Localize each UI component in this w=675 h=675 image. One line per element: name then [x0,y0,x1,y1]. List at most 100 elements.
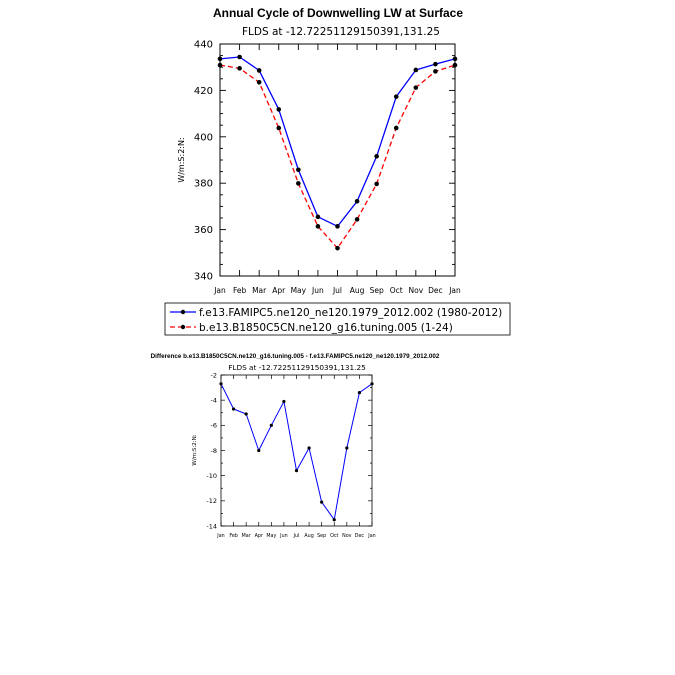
chart1-series-0-point [256,68,262,73]
chart1-series-0-point [237,54,242,60]
chart2-series-0-point [320,500,324,504]
chart1-plot-frame [219,43,456,277]
chart1-xtick-label: Jan [213,286,226,295]
chart2-series-0-point [269,423,273,427]
chart2-ytick-label: -6 [211,422,217,430]
chart2-xtick-label: Dec [355,533,365,539]
chart1-series-1-point [374,181,379,187]
annual-cycle-chart: Annual Cycle of Downwelling LW at Surfac… [177,6,463,295]
chart1-xtick-label: Aug [350,286,365,295]
chart2-xtick-label: Oct [330,533,338,539]
chart1-series-1-point [393,125,399,131]
chart2-series-0-point [257,448,261,453]
legend-label-fsim: f.e13.FAMIPC5.ne120_ne120.1979_2012.002 … [199,307,502,319]
chart2-series-0-point [357,391,362,395]
chart1-xtick-label: Jan [448,286,461,295]
chart1-xtick-label: Jun [311,286,324,295]
chart1-xtick-label: Mar [252,286,267,295]
legend-marker-bsim [180,324,186,330]
legend-marker-fsim [180,309,186,315]
chart2-series-0-point [282,399,286,404]
chart2-ytick-label: -4 [211,396,217,404]
chart2-xtick-label: Apr [255,533,263,539]
chart1-series-0-point [217,56,223,62]
chart1-series-1-point [256,79,262,85]
chart2-series [219,382,374,522]
chart2-series-0-point [231,407,236,411]
chart1-series-1-point [217,62,223,68]
chart1-series-1-line [219,64,456,249]
chart1-ytick-label: 360 [194,225,213,236]
chart1-series-1-point [433,69,438,74]
chart2-xtick-label: Jan [216,533,224,539]
chart2-series-0-point [294,469,299,473]
chart1-series-0-point [335,224,340,229]
chart1-subtitle: FLDS at -12.72251129150391,131.25 [242,26,440,38]
chart2-ytick-label: -2 [211,371,217,379]
chart2-xtick-label: Nov [342,533,352,539]
legend-frame [164,302,511,336]
chart1-y-axis-label: W/m:S:2:N: [177,137,186,182]
difference-chart: Difference b.e13.B1850C5CN.ne120_g16.tun… [151,353,440,539]
chart2-y-axis-label: W/m:S:2:N: [192,434,198,465]
chart2-plot-frame [220,374,373,527]
chart2-xtick-label: Jul [293,533,300,539]
chart2-series-0-point [345,446,349,450]
chart2-ticks: -14 -12 -10 -8 -6 -4 -2 Jan Feb Mar Apr May Jun Jul Au… [206,371,375,539]
chart1-series-1-point [237,66,242,71]
chart2-series-0-point [307,446,311,450]
chart1-xtick-label: Jul [332,286,342,295]
chart1-xtick-label: Apr [272,286,286,295]
chart1-series-0-point [276,107,282,112]
legend-label-bsim: b.e13.B1850C5CN.ne120_g16.tuning.005 (1-… [199,322,453,334]
chart2-title: Difference b.e13.B1850C5CN.ne120_g16.tun… [151,353,440,360]
chart1-series-0-point [452,56,458,62]
chart2-xtick-label: Jan [367,533,375,539]
chart1-xtick-label: Dec [428,286,443,295]
chart1-series-1-point [413,85,419,90]
chart2-ytick-label: -12 [206,497,217,505]
chart2-ytick-label: -14 [206,522,217,530]
chart1-xtick-label: Feb [233,286,247,295]
chart1-series-1-point [296,181,301,186]
chart1-series [217,54,458,251]
chart1-ytick-label: 440 [194,40,213,51]
chart1-series-0-point [374,153,379,159]
chart1-series-1-point [335,245,340,251]
chart1-xtick-label: Oct [390,286,403,295]
chart1-ytick-label: 380 [194,179,213,190]
chart1-xtick-label: Nov [409,286,424,295]
chart1-ytick-label: 400 [194,132,213,143]
chart2-xtick-label: Feb [229,533,238,539]
chart2-xtick-label: Jun [279,533,288,539]
chart2-ytick-label: -8 [211,447,217,455]
chart1-series-1-point [354,217,360,222]
chart2-xtick-label: Aug [304,533,313,539]
chart1-xtick-label: Sep [370,286,384,295]
chart1-title: Annual Cycle of Downwelling LW at Surfac… [213,6,463,20]
chart2-xtick-label: Mar [242,533,251,539]
chart1-series-0-point [354,198,360,204]
chart2-series-0-point [244,412,248,416]
chart2-series-0-line [220,383,373,521]
chart2-series-0-point [370,382,374,386]
chart2-series-0-point [219,382,223,386]
chart1-ytick-label: 420 [194,86,213,97]
legend: f.e13.FAMIPC5.ne120_ne120.1979_2012.002 … [164,302,511,336]
chart2-xtick-label: Sep [317,533,326,539]
chart1-series-0-point [296,167,301,173]
chart1-series-1-point [276,125,282,131]
chart1-series-0-point [315,214,321,220]
chart2-subtitle: FLDS at -12.72251129150391,131.25 [228,363,366,372]
chart1-series-0-point [433,61,438,67]
chart2-ytick-label: -10 [206,472,217,480]
chart1-series-1-point [452,62,458,68]
chart2-series-0-point [332,518,336,522]
chart1-series-0-point [393,94,399,99]
chart1-ticks: 340 360 380 400 420 440 Jan Feb Mar Apr May Jun Jul A… [194,40,461,296]
chart1-series-0-point [413,67,419,73]
chart1-series-0-line [219,56,456,228]
chart1-xtick-label: May [291,286,307,295]
chart2-xtick-label: May [266,533,276,539]
